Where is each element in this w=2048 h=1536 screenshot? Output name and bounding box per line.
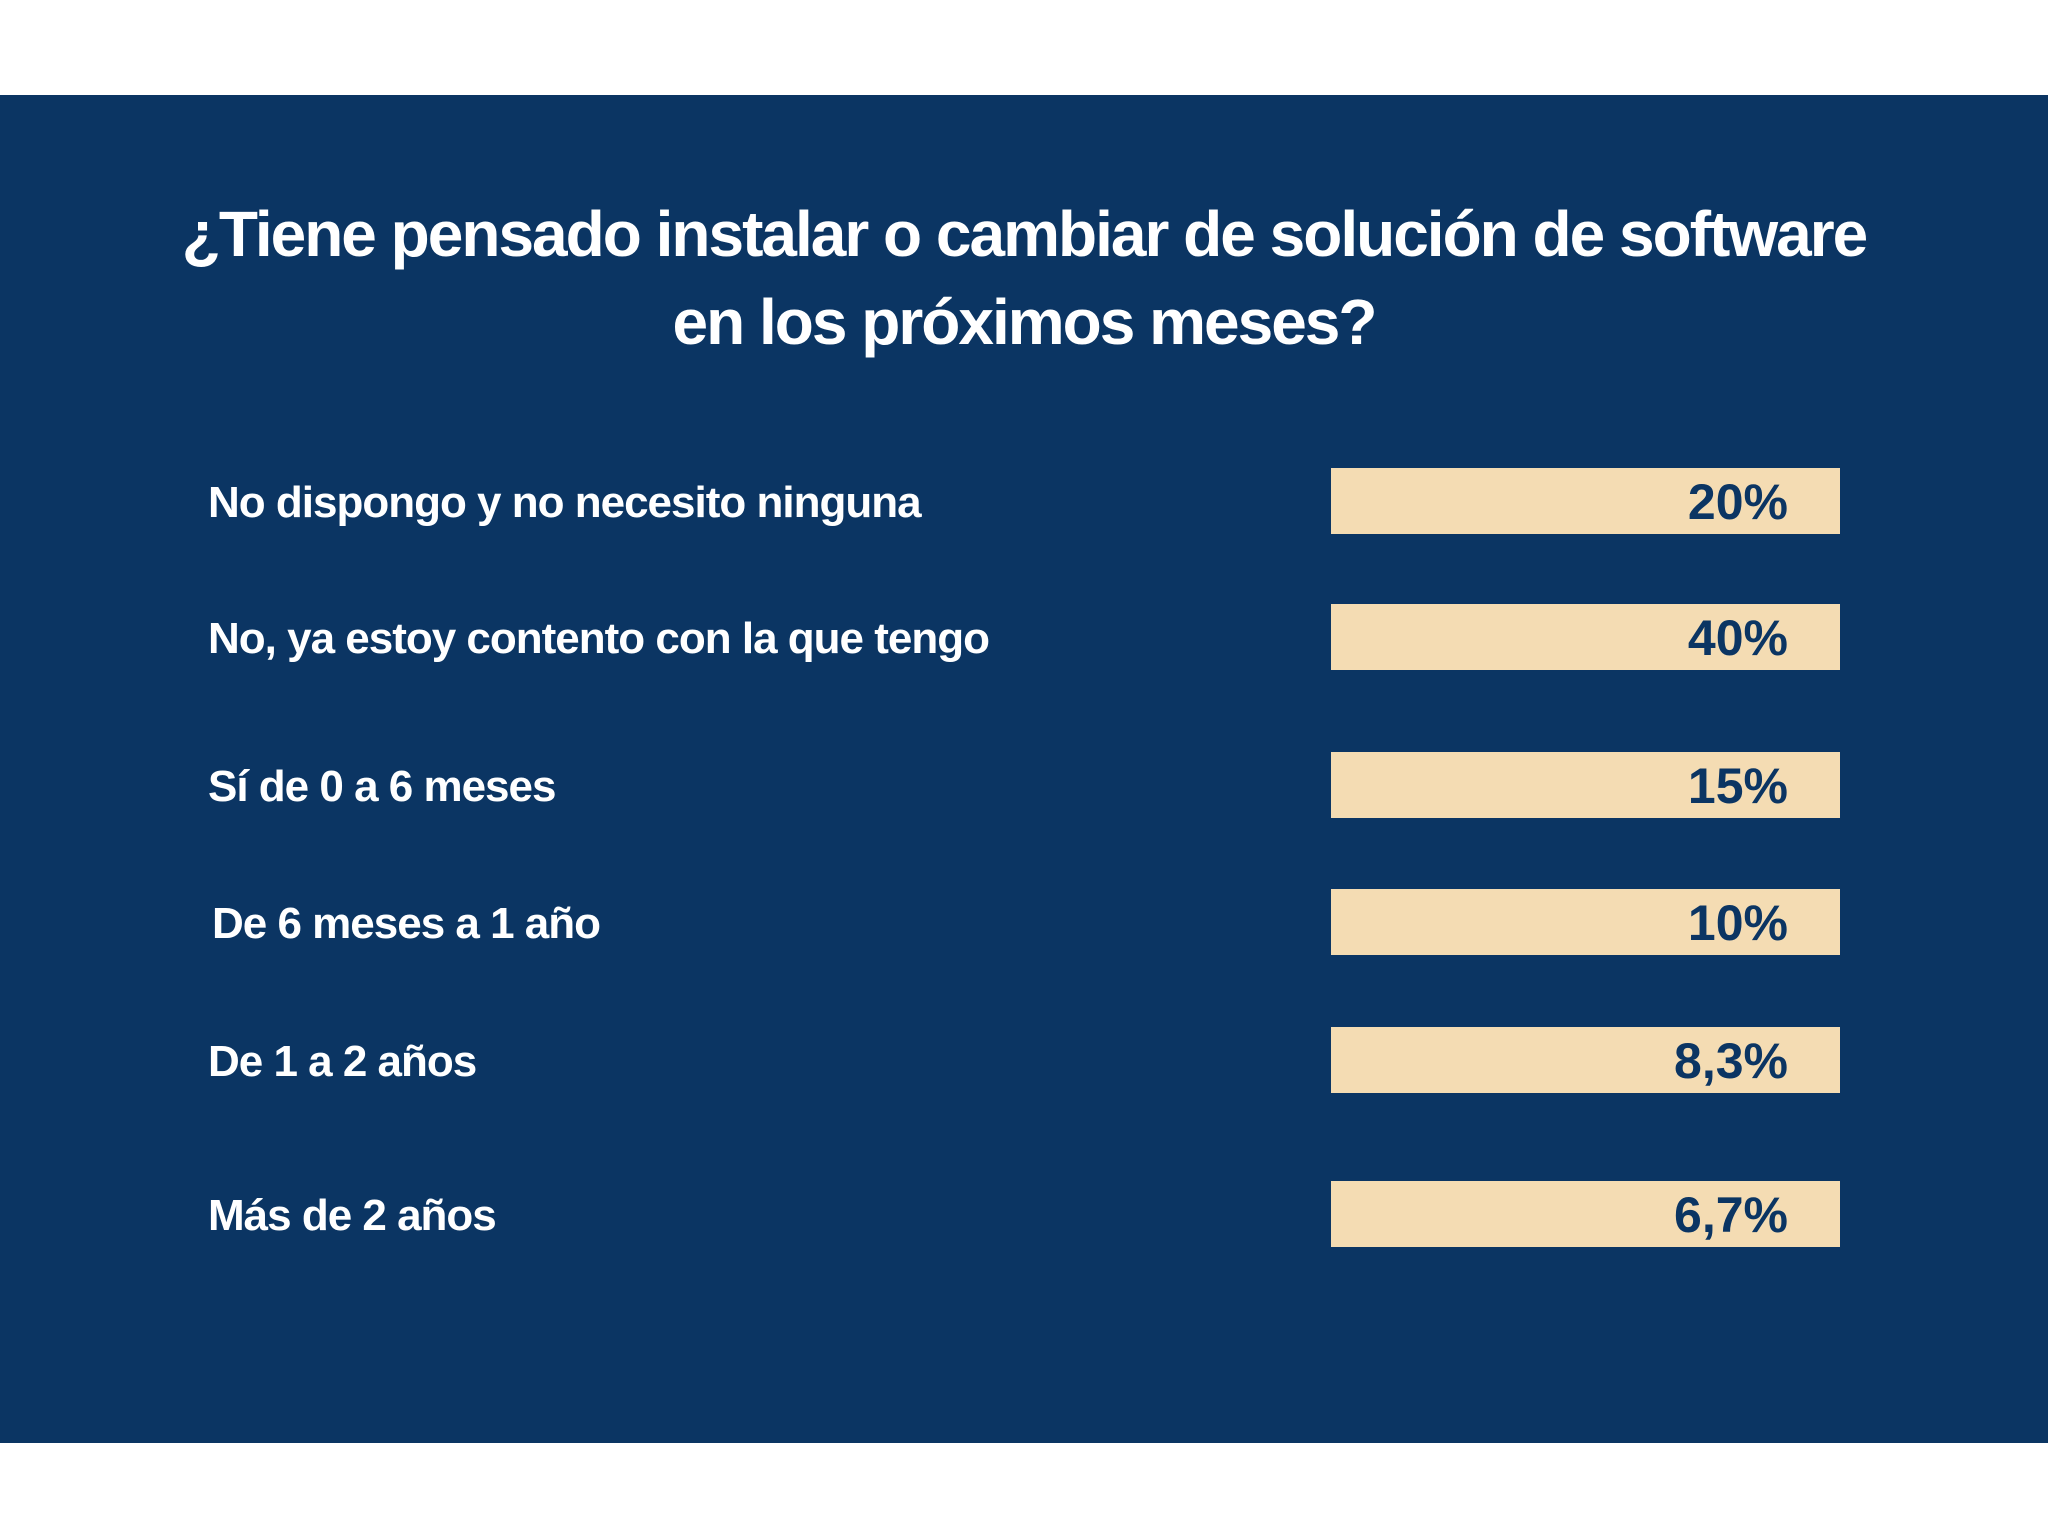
value-bar [1331, 604, 1840, 670]
value-bar [1331, 752, 1840, 818]
value-label: 20% [1688, 474, 1788, 530]
category-label: Sí de 0 a 6 meses [208, 762, 555, 811]
category-label: De 1 a 2 años [208, 1037, 476, 1086]
value-label: 40% [1688, 610, 1788, 666]
value-label: 8,3% [1674, 1033, 1788, 1089]
category-label: No, ya estoy contento con la que tengo [208, 614, 989, 663]
value-label: 6,7% [1674, 1187, 1788, 1243]
value-bar [1331, 468, 1840, 534]
value-bar [1331, 1027, 1840, 1093]
value-bar [1331, 889, 1840, 955]
category-label: De 6 meses a 1 año [212, 899, 600, 948]
category-label: Más de 2 años [208, 1191, 496, 1240]
value-label: 10% [1688, 895, 1788, 951]
category-label: No dispongo y no necesito ninguna [208, 478, 922, 527]
value-bar [1331, 1181, 1840, 1247]
chart-title-line-1: ¿Tiene pensado instalar o cambiar de sol… [181, 198, 1868, 270]
chart-title-line-2: en los próximos meses? [672, 286, 1378, 358]
value-label: 15% [1688, 758, 1788, 814]
chart-title: ¿Tiene pensado instalar o cambiar de sol… [0, 190, 2048, 366]
